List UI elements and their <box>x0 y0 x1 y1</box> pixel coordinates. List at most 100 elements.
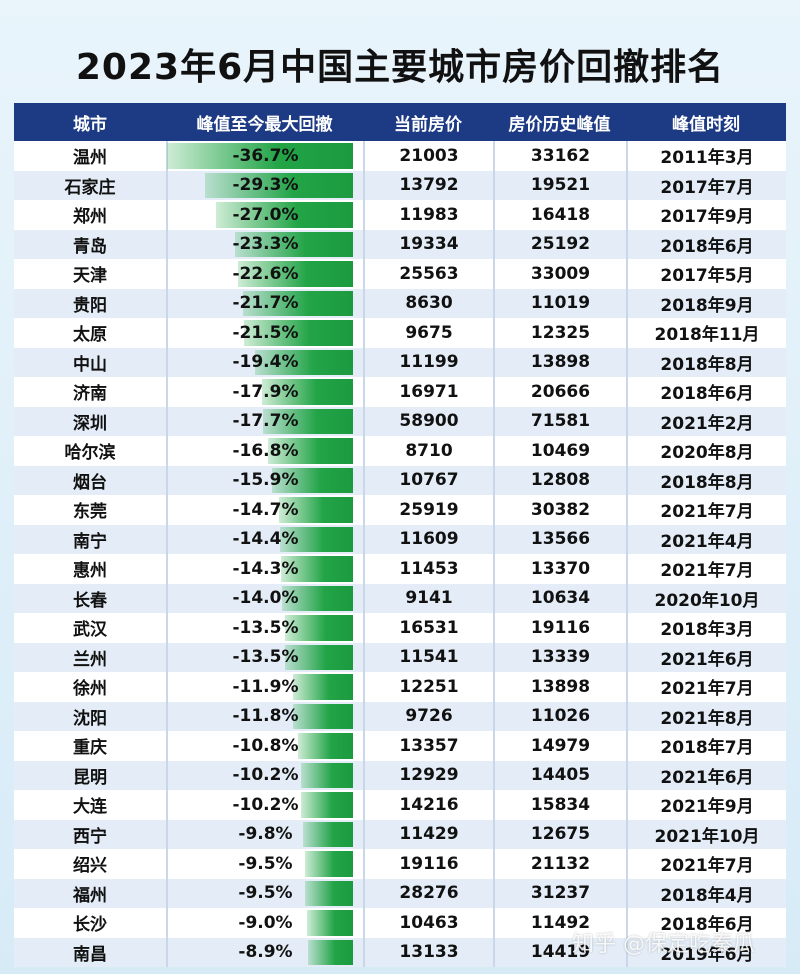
city-cell: 深圳 <box>73 413 107 434</box>
table-row: 大连 -10.2% 14216 15834 2021年9月 <box>14 790 786 820</box>
city-cell: 哈尔滨 <box>64 443 116 464</box>
peak-price-cell: 12675 <box>493 819 626 849</box>
drawdown-label: -13.5% <box>232 617 299 638</box>
drawdown-label: -10.2% <box>232 765 299 786</box>
drawdown-bar <box>262 379 353 405</box>
drawdown-bar <box>298 733 353 759</box>
city-cell: 惠州 <box>73 561 107 582</box>
city-cell: 兰州 <box>73 649 107 670</box>
drawdown-cell: -10.2% <box>166 790 363 820</box>
drawdown-bar <box>280 556 353 582</box>
drawdown-label: -9.5% <box>238 853 293 874</box>
drawdown-label: -22.6% <box>232 263 299 284</box>
city-cell: 郑州 <box>73 207 107 228</box>
current-price-cell: 58900 <box>363 406 493 436</box>
drawdown-label: -11.9% <box>232 676 299 697</box>
city-cell: 沈阳 <box>73 708 107 729</box>
peak-time-cell: 2020年10月 <box>626 583 786 613</box>
peak-time-cell: 2018年6月 <box>626 229 786 259</box>
table-row: 郑州 -27.0% 11983 16418 2017年9月 <box>14 200 786 230</box>
current-price-cell: 25563 <box>363 259 493 289</box>
table-row: 绍兴 -9.5% 19116 21132 2021年7月 <box>14 849 786 879</box>
current-price-cell: 13792 <box>363 170 493 200</box>
drawdown-label: -16.8% <box>232 440 299 461</box>
drawdown-bar <box>244 320 353 346</box>
peak-time-cell: 2018年11月 <box>626 318 786 348</box>
drawdown-cell: -17.9% <box>166 377 363 407</box>
drawdown-bar <box>216 202 353 228</box>
peak-price-cell: 31237 <box>493 878 626 908</box>
peak-time-cell: 2021年7月 <box>626 495 786 525</box>
current-price-cell: 11541 <box>363 642 493 672</box>
peak-time-cell: 2021年2月 <box>626 406 786 436</box>
watermark-text: 知乎 @保定吃秦瓜 <box>572 932 755 957</box>
current-price-cell: 19334 <box>363 229 493 259</box>
drawdown-bar <box>282 585 353 611</box>
drawdown-cell: -10.2% <box>166 760 363 790</box>
peak-time-cell: 2021年8月 <box>626 701 786 731</box>
city-cell: 长春 <box>73 590 107 611</box>
peak-price-cell: 11026 <box>493 701 626 731</box>
drawdown-cell: -14.0% <box>166 583 363 613</box>
drawdown-bar <box>301 792 353 818</box>
drawdown-label: -23.3% <box>232 234 299 255</box>
current-price-cell: 28276 <box>363 878 493 908</box>
header-drawdown: 峰值至今最大回撤 <box>196 114 333 135</box>
city-cell: 南宁 <box>73 531 107 552</box>
current-price-cell: 16531 <box>363 613 493 643</box>
peak-price-cell: 21132 <box>493 849 626 879</box>
table-row: 中山 -19.4% 11199 13898 2018年8月 <box>14 347 786 377</box>
drawdown-label: -29.3% <box>232 175 299 196</box>
table-row: 兰州 -13.5% 11541 13339 2021年6月 <box>14 642 786 672</box>
table-row: 温州 -36.7% 21003 33162 2011年3月 <box>14 141 786 171</box>
city-cell: 太原 <box>73 325 107 346</box>
drawdown-label: -21.7% <box>232 293 299 314</box>
peak-time-cell: 2011年3月 <box>626 141 786 171</box>
peak-price-cell: 13898 <box>493 672 626 702</box>
city-cell: 长沙 <box>73 915 107 936</box>
table-row: 惠州 -14.3% 11453 13370 2021年7月 <box>14 554 786 584</box>
drawdown-cell: -15.9% <box>166 465 363 495</box>
table-row: 南昌 -8.9% 13133 14419 2019年6月 <box>14 937 786 967</box>
drawdown-cell: -14.7% <box>166 495 363 525</box>
table-row: 天津 -22.6% 25563 33009 2017年5月 <box>14 259 786 289</box>
city-cell: 东莞 <box>73 502 107 523</box>
peak-time-cell: 2018年7月 <box>626 731 786 761</box>
drawdown-label: -10.2% <box>232 794 299 815</box>
peak-price-cell: 15834 <box>493 790 626 820</box>
table-row: 太原 -21.5% 9675 12325 2018年11月 <box>14 318 786 348</box>
drawdown-bar <box>254 349 353 375</box>
current-price-cell: 12251 <box>363 672 493 702</box>
drawdown-label: -19.4% <box>232 352 299 373</box>
city-cell: 西宁 <box>73 826 107 847</box>
table-row: 贵阳 -21.7% 8630 11019 2018年9月 <box>14 288 786 318</box>
current-price-cell: 10463 <box>363 908 493 938</box>
drawdown-cell: -14.3% <box>166 554 363 584</box>
peak-price-cell: 19521 <box>493 170 626 200</box>
drawdown-cell: -29.3% <box>166 170 363 200</box>
city-cell: 济南 <box>73 384 107 405</box>
current-price-cell: 25919 <box>363 495 493 525</box>
city-cell: 武汉 <box>73 620 107 641</box>
city-cell: 贵阳 <box>73 295 107 316</box>
peak-price-cell: 14419 <box>493 937 626 967</box>
drawdown-cell: -14.4% <box>166 524 363 554</box>
table-row: 济南 -17.9% 16971 20666 2018年6月 <box>14 377 786 407</box>
peak-time-cell: 2021年7月 <box>626 672 786 702</box>
peak-time-cell: 2020年8月 <box>626 436 786 466</box>
peak-price-cell: 13566 <box>493 524 626 554</box>
peak-price-cell: 13339 <box>493 642 626 672</box>
drawdown-label: -27.0% <box>232 204 299 225</box>
current-price-cell: 9141 <box>363 583 493 613</box>
drawdown-cell: -11.8% <box>166 701 363 731</box>
drawdown-label: -17.7% <box>232 411 299 432</box>
drawdown-cell: -22.6% <box>166 259 363 289</box>
drawdown-bar <box>284 615 353 641</box>
current-price-cell: 11609 <box>363 524 493 554</box>
drawdown-bar <box>263 408 353 434</box>
drawdown-label: -36.7% <box>232 145 299 166</box>
peak-time-cell: 2018年4月 <box>626 878 786 908</box>
drawdown-bar <box>304 851 353 877</box>
drawdown-bar <box>267 438 353 464</box>
current-price-cell: 12929 <box>363 760 493 790</box>
